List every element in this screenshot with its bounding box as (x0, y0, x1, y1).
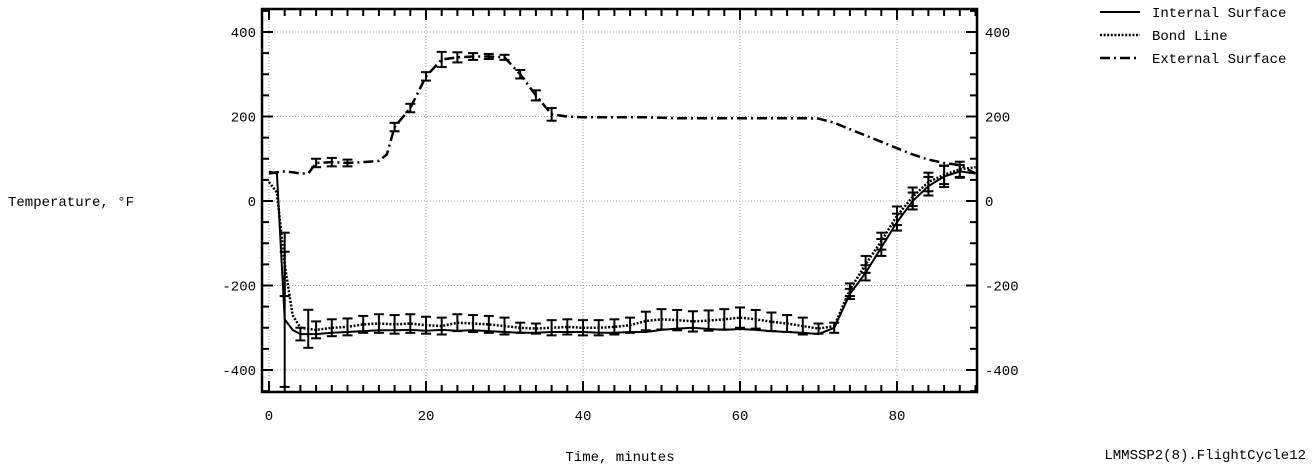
legend-label-bond-line: Bond Line (1152, 29, 1228, 45)
y-tick-label-right: -200 (985, 280, 1019, 296)
y-tick-label-left: -400 (222, 364, 256, 380)
error-bar (923, 171, 934, 193)
figure-footnote: LMMSSP2(8).FlightCycle12 (1104, 448, 1306, 464)
error-bar (452, 51, 463, 64)
error-bar (546, 107, 557, 122)
error-bar (530, 89, 541, 102)
series-lines (267, 55, 977, 336)
x-tick-label: 20 (418, 409, 435, 425)
error-bar (907, 186, 918, 208)
x-axis-label: Time, minutes (565, 450, 674, 466)
plot-frame (260, 7, 979, 394)
error-bar (656, 308, 667, 331)
x-tick-label: 40 (575, 409, 592, 425)
error-bar (562, 318, 573, 336)
y-tick-label-right: -400 (985, 364, 1019, 380)
error-bar (499, 316, 510, 336)
error-bar (421, 71, 431, 82)
error-bar (279, 231, 290, 298)
error-bar (483, 52, 494, 61)
error-bar (295, 326, 306, 342)
error-bar (436, 316, 447, 336)
error-bar (358, 314, 369, 334)
axis-ticks (262, 9, 977, 393)
error-bar (640, 310, 651, 332)
error-bar (311, 320, 322, 340)
error-bar (405, 102, 416, 114)
series-line-internal-surface (268, 170, 976, 336)
error-bar (750, 309, 761, 330)
error-bar (342, 158, 353, 168)
error-bar (499, 53, 510, 61)
error-bar (483, 314, 494, 334)
y-tick-label-left: -200 (222, 280, 256, 296)
error-bar (546, 319, 557, 337)
error-bar (876, 231, 887, 251)
x-tick-label: 60 (732, 409, 749, 425)
error-bar (844, 282, 855, 298)
y-tick-label-right: 0 (985, 195, 993, 211)
error-bar (939, 164, 950, 186)
series-line-bond-line (267, 165, 976, 332)
error-bar (735, 306, 745, 329)
error-bar (389, 314, 400, 335)
error-bar (436, 50, 447, 69)
grid-lines (262, 9, 977, 392)
error-bar (797, 316, 808, 336)
error-bar (303, 308, 314, 349)
y-tick-label-right: 400 (985, 26, 1010, 42)
error-bar (766, 311, 777, 333)
y-tick-label-left: 0 (248, 195, 256, 211)
error-bars (279, 50, 965, 388)
error-bar (468, 314, 479, 333)
error-bar (421, 315, 431, 335)
error-bar (342, 317, 353, 337)
x-tick-label: 80 (889, 409, 906, 425)
tick-labels: 0 20 40 60 80 400 200 0 -200 -400 400 200 0 -200 -400 (222, 26, 1018, 425)
error-bar (389, 121, 400, 133)
error-bar (515, 69, 526, 80)
error-bar (719, 308, 730, 331)
error-bar (515, 321, 526, 334)
error-bar (782, 314, 793, 333)
error-bar (326, 156, 337, 168)
error-bar (452, 313, 463, 333)
error-bar (609, 318, 620, 336)
error-bar (860, 254, 871, 274)
error-bar (373, 313, 384, 334)
error-bar (813, 322, 824, 335)
legend-label-internal-surface: Internal Surface (1152, 6, 1286, 22)
error-bar (625, 316, 636, 334)
error-bar (326, 318, 337, 338)
error-bar (593, 319, 604, 337)
error-bar (892, 205, 902, 227)
legend: Internal Surface Bond Line External Surfac… (1100, 6, 1286, 68)
error-bar (578, 319, 588, 337)
x-tick-label: 0 (265, 409, 273, 425)
error-bar (530, 322, 541, 335)
y-tick-label-left: 200 (231, 111, 256, 127)
y-axis-label: Temperature, °F (8, 195, 134, 211)
error-bar (687, 310, 698, 333)
error-bar (468, 52, 479, 61)
error-bar (954, 160, 965, 178)
error-bar (703, 309, 714, 332)
y-tick-label-right: 200 (985, 111, 1010, 127)
y-tick-label-left: 400 (231, 26, 256, 42)
error-bar (405, 313, 416, 334)
series-line-external-surface (268, 55, 977, 175)
error-bar (311, 157, 322, 169)
error-bar (829, 321, 840, 334)
error-bar (672, 309, 683, 332)
legend-label-external-surface: External Surface (1152, 52, 1286, 68)
